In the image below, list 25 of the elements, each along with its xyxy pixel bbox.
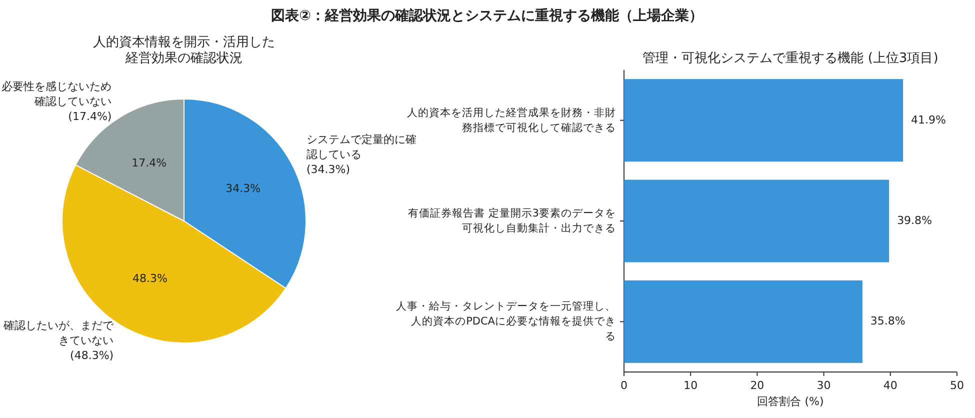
x-tick-label: 10 (684, 379, 698, 392)
x-tick-label: 50 (950, 379, 964, 392)
x-tick-label: 40 (883, 379, 898, 392)
data-label: 35.8% (870, 314, 906, 328)
slice-label: 確認したいが、まだできていない (2, 318, 115, 347)
text: (17.4%) (68, 110, 112, 124)
data-label: 48.3% (132, 272, 168, 285)
text: 図表②：経営効果の確認状況とシステムに重視する機能（上場企業） (271, 6, 703, 24)
chart-title: 管理・可視化システムで重視する機能 (上位3項目) (642, 50, 938, 66)
slice-label: 必要性を感じないため確認していない (2, 80, 112, 108)
text: (48.3%) (70, 348, 114, 362)
x-tick-label: 30 (816, 379, 831, 392)
data-label: 41.9% (911, 113, 946, 126)
y-tick-label: 人事・給与・タレントデータを一元管理し、人的資本のPDCAに必要な情報を提供できる (396, 300, 616, 343)
x-tick-label: 0 (620, 379, 628, 392)
data-label: 39.8% (897, 214, 932, 228)
y-tick-label: 有価証券報告書 定量開示3要素のデータを可視化し自動集計・出力できる (408, 206, 616, 234)
text: (34.3%) (306, 163, 350, 176)
x-axis-title: 回答割合 (%) (757, 395, 824, 408)
data-label: 17.4% (132, 156, 167, 170)
y-tick-label: 人的資本を活用した経営成果を財務・非財務指標で可視化して確認できる (407, 106, 616, 134)
data-label: 34.3% (226, 182, 261, 196)
chart-subtitle: 人的資本情報を開示・活用した経営効果の確認状況 (93, 34, 275, 66)
slice-label: システムで定量的に確認している (306, 133, 417, 162)
x-tick-label: 20 (750, 379, 764, 392)
